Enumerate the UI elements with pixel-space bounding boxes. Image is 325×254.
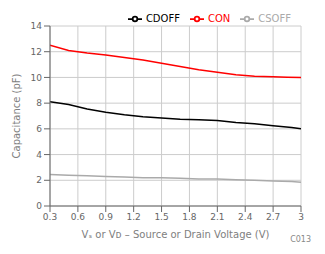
svg-text:14: 14 — [31, 21, 43, 31]
svg-text:6: 6 — [36, 124, 42, 134]
svg-text:1.2: 1.2 — [127, 212, 141, 222]
svg-text:0.9: 0.9 — [99, 212, 114, 222]
svg-text:10: 10 — [31, 73, 43, 83]
html-text:C013: C013 — [290, 235, 311, 244]
svg-text:0: 0 — [36, 201, 42, 211]
svg-text:2.4: 2.4 — [238, 212, 253, 222]
svg-text:2: 2 — [36, 175, 42, 185]
svg-text:1.5: 1.5 — [154, 212, 168, 222]
html-text:CDOFF: CDOFF — [145, 13, 180, 24]
svg-text:3: 3 — [298, 212, 304, 222]
svg-text:2.7: 2.7 — [266, 212, 280, 222]
svg-text:4: 4 — [36, 150, 42, 160]
html-text:CON: CON — [207, 13, 231, 24]
svg-text:Capacitance (pF): Capacitance (pF) — [11, 73, 22, 158]
svg-text:0.3: 0.3 — [43, 212, 57, 222]
svg-text:2.1: 2.1 — [210, 212, 224, 222]
html-text:CSOFF: CSOFF — [258, 13, 291, 24]
svg-text:Vₛ or Vᴅ – Source or Drain Vol: Vₛ or Vᴅ – Source or Drain Voltage (V) — [82, 229, 270, 240]
svg-text:1.8: 1.8 — [182, 212, 197, 222]
svg-text:8: 8 — [36, 98, 42, 108]
svg-text:12: 12 — [31, 47, 42, 57]
svg-text:0.6: 0.6 — [71, 212, 86, 222]
